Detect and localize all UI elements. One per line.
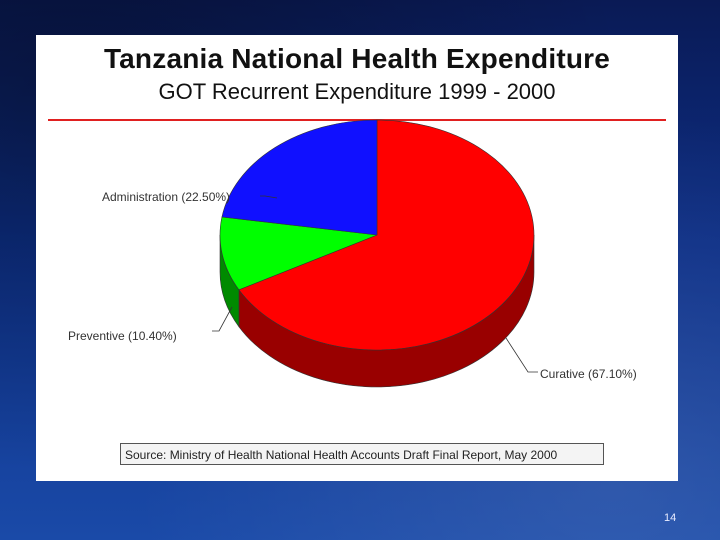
pie-chart: Curative (67.10%) Preventive (10.40%) Ad… bbox=[68, 119, 637, 388]
page-subtitle: GOT Recurrent Expenditure 1999 - 2000 bbox=[158, 79, 556, 104]
leader-line-preventive bbox=[212, 306, 233, 332]
pie-top bbox=[219, 119, 535, 351]
title-divider bbox=[48, 119, 666, 121]
leader-line-administration bbox=[260, 195, 278, 199]
pie-slice-curative bbox=[238, 119, 535, 351]
page-number: 14 bbox=[664, 512, 677, 524]
slice-label-administration: Administration (22.50%) bbox=[102, 190, 230, 204]
pie-slice-preventive bbox=[219, 216, 378, 291]
chart-panel: Tanzania National Health Expenditure GOT… bbox=[36, 35, 678, 481]
slice-label-curative: Curative (67.10%) bbox=[540, 367, 637, 381]
source-note: Source: Ministry of Health National Heal… bbox=[120, 443, 604, 465]
slice-label-preventive: Preventive (10.40%) bbox=[68, 329, 177, 343]
pie-leader-lines bbox=[212, 195, 538, 373]
page-title: Tanzania National Health Expenditure bbox=[103, 43, 611, 74]
pie-slice-administration bbox=[221, 119, 378, 236]
leader-line-curative bbox=[505, 337, 538, 373]
